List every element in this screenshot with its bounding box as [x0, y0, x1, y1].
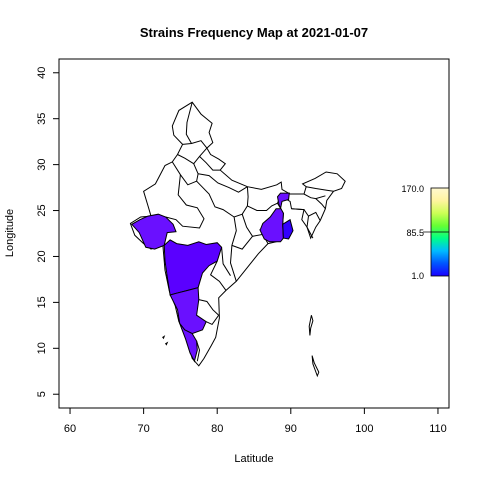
state-region — [163, 239, 223, 296]
island — [162, 335, 166, 340]
x-tick-label: 110 — [429, 423, 447, 435]
legend-mid-label: 85.5 — [406, 228, 424, 238]
state-border — [196, 340, 201, 362]
state-border — [150, 174, 205, 229]
state-border — [209, 260, 227, 291]
island — [164, 341, 169, 346]
x-tick-label: 60 — [64, 423, 76, 435]
state-border — [185, 102, 193, 144]
state-region — [282, 218, 294, 240]
state-border — [315, 198, 326, 210]
y-tick-label: 20 — [36, 250, 48, 262]
x-tick-label: 80 — [211, 423, 223, 435]
y-tick-label: 10 — [36, 342, 48, 354]
island — [308, 315, 314, 336]
color-legend: 170.0 85.5 1.0 — [401, 184, 450, 281]
legend-min-label: 1.0 — [411, 271, 424, 281]
state-border — [290, 193, 326, 200]
state-border — [198, 173, 248, 193]
state-border — [199, 156, 221, 171]
x-tick-label: 70 — [137, 423, 149, 435]
x-tick-label: 90 — [285, 423, 297, 435]
x-tick-label: 100 — [355, 423, 373, 435]
island — [311, 355, 320, 378]
y-tick-label: 25 — [36, 204, 48, 216]
state-border — [247, 202, 278, 211]
chart-title: Strains Frequency Map at 2021-01-07 — [140, 25, 368, 40]
state-border — [306, 186, 334, 192]
y-axis: 5 10 15 20 25 30 35 40 — [36, 67, 59, 397]
x-axis-title: Latitude — [234, 453, 273, 465]
y-tick-label: 15 — [36, 296, 48, 308]
state-region — [259, 192, 290, 243]
y-tick-label: 35 — [36, 113, 48, 125]
y-tick-label: 5 — [36, 391, 48, 397]
state-border — [221, 247, 231, 276]
x-axis: 60 70 80 90 100 110 — [64, 408, 447, 435]
state-border — [198, 299, 220, 316]
state-region — [179, 323, 198, 363]
state-border — [171, 161, 199, 186]
state-border — [205, 314, 220, 326]
india-map — [129, 101, 346, 378]
y-tick-label: 40 — [36, 67, 48, 79]
state-border — [182, 140, 208, 149]
legend-max-label: 170.0 — [401, 184, 424, 194]
state-region — [131, 213, 177, 250]
state-border — [231, 235, 253, 250]
y-axis-title: Longitude — [4, 209, 16, 257]
y-tick-label: 30 — [36, 158, 48, 170]
state-border — [306, 216, 314, 239]
